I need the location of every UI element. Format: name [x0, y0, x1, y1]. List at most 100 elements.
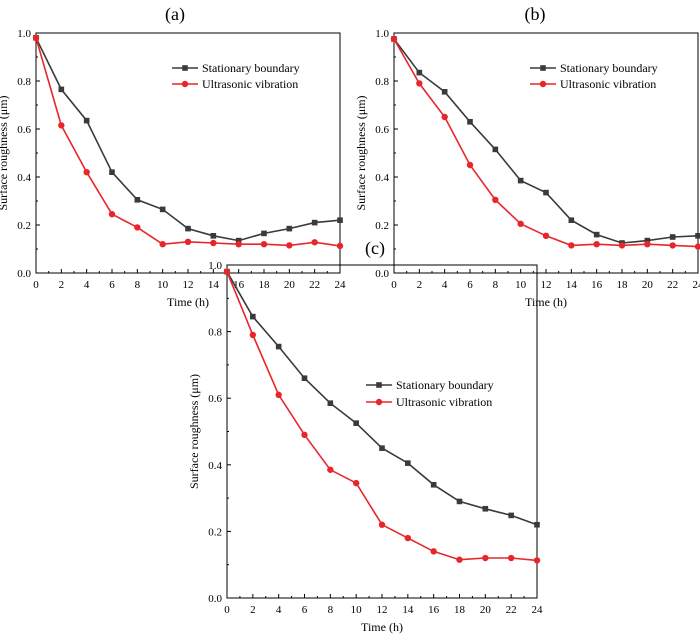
- x-axis-label: Time (h): [361, 620, 403, 634]
- series-line: [226, 271, 538, 562]
- data-point: [275, 343, 282, 350]
- data-point: [235, 241, 242, 248]
- data-point: [379, 445, 385, 451]
- data-point: [353, 420, 359, 426]
- data-point: [441, 113, 448, 121]
- x-tick-label: 24: [532, 604, 544, 616]
- data-point: [235, 237, 242, 244]
- x-tick-label: 6: [109, 279, 115, 291]
- data-point: [249, 331, 257, 339]
- data-point: [311, 219, 318, 226]
- legend-label: Stationary boundary: [560, 61, 658, 75]
- legend: Stationary boundary Ultrasonic vibration: [172, 61, 300, 91]
- x-tick-label: 6: [302, 604, 308, 616]
- data-point: [301, 431, 308, 439]
- data-point: [390, 35, 398, 43]
- data-point: [261, 230, 267, 237]
- y-tick-label: 0.6: [208, 393, 222, 405]
- y-tick-label: 0.6: [17, 124, 31, 136]
- legend: Stationary boundary Ultrasonic vibration: [366, 378, 494, 409]
- y-tick-label: 0.8: [375, 76, 389, 88]
- data-point: [210, 233, 217, 239]
- data-point: [669, 242, 676, 249]
- data-point: [301, 375, 308, 382]
- x-tick-label: 24: [693, 279, 700, 291]
- chart-title: (c): [365, 238, 385, 259]
- x-tick-label: 2: [59, 279, 65, 291]
- legend-marker: [540, 65, 546, 71]
- x-tick-label: 8: [135, 279, 141, 291]
- x-axis-label: Time (h): [167, 295, 209, 309]
- x-tick-label: 18: [617, 279, 629, 291]
- data-point: [223, 268, 231, 275]
- data-point: [352, 479, 360, 487]
- y-tick-label: 0.2: [17, 220, 31, 232]
- y-tick-label: 0.4: [208, 460, 222, 472]
- data-point: [405, 460, 411, 466]
- x-tick-label: 4: [84, 279, 90, 291]
- legend-marker: [182, 65, 188, 71]
- x-tick-label: 14: [208, 279, 220, 291]
- x-tick-label: 0: [391, 279, 397, 291]
- data-point: [378, 521, 386, 528]
- data-point: [542, 232, 550, 239]
- y-tick-label: 0.0: [375, 268, 389, 280]
- data-point: [159, 206, 166, 213]
- x-axis-label: Time (h): [525, 295, 567, 309]
- data-point: [533, 557, 541, 564]
- data-point: [618, 242, 626, 249]
- x-tick-label: 22: [667, 279, 678, 291]
- legend-marker: [376, 382, 382, 388]
- data-point: [327, 466, 334, 473]
- data-point: [311, 239, 318, 246]
- y-tick-label: 1.0: [375, 28, 389, 40]
- legend: Stationary boundary Ultrasonic vibration: [530, 61, 658, 91]
- data-point: [83, 117, 90, 124]
- y-tick-label: 0.4: [375, 172, 389, 184]
- data-point: [83, 169, 90, 176]
- data-point: [482, 505, 489, 512]
- data-point: [286, 225, 293, 232]
- x-tick-label: 20: [480, 604, 492, 616]
- x-tick-label: 8: [493, 279, 499, 291]
- legend-label: Ultrasonic vibration: [202, 77, 298, 91]
- data-point: [327, 400, 334, 406]
- x-tick-label: 8: [328, 604, 334, 616]
- chart-title: (b): [525, 4, 546, 25]
- data-point: [108, 211, 116, 218]
- y-tick-label: 1.0: [17, 28, 31, 40]
- data-point: [441, 89, 448, 95]
- x-tick-label: 16: [591, 279, 603, 291]
- x-tick-label: 6: [467, 279, 473, 291]
- y-axis-label: Surface roughness (μm): [0, 95, 10, 210]
- data-point: [568, 217, 575, 223]
- series-ultrasonic-vibration: [390, 35, 700, 250]
- data-point: [184, 238, 192, 245]
- x-tick-label: 16: [233, 279, 245, 291]
- chart-b: (b)0246810121416182022240.00.20.40.60.81…: [354, 4, 700, 309]
- data-point: [644, 241, 651, 248]
- legend-marker: [539, 80, 547, 88]
- data-point: [644, 237, 651, 244]
- data-point: [508, 512, 514, 519]
- data-point: [695, 233, 700, 239]
- y-tick-label: 0.4: [17, 172, 31, 184]
- data-point: [568, 242, 575, 249]
- y-tick-label: 0.0: [17, 268, 31, 280]
- data-point: [416, 80, 423, 87]
- x-tick-label: 10: [351, 604, 363, 616]
- data-point: [134, 197, 141, 203]
- data-point: [466, 161, 474, 169]
- data-point: [337, 217, 343, 223]
- chart-title: (a): [165, 4, 185, 25]
- data-point: [134, 224, 141, 231]
- data-point: [185, 225, 191, 232]
- plot-frame: [226, 264, 538, 599]
- data-point: [492, 196, 499, 203]
- data-point: [593, 241, 600, 248]
- data-point: [694, 243, 700, 250]
- y-axis-label: Surface roughness (μm): [187, 374, 201, 489]
- x-tick-label: 18: [259, 279, 271, 291]
- data-point: [109, 169, 115, 175]
